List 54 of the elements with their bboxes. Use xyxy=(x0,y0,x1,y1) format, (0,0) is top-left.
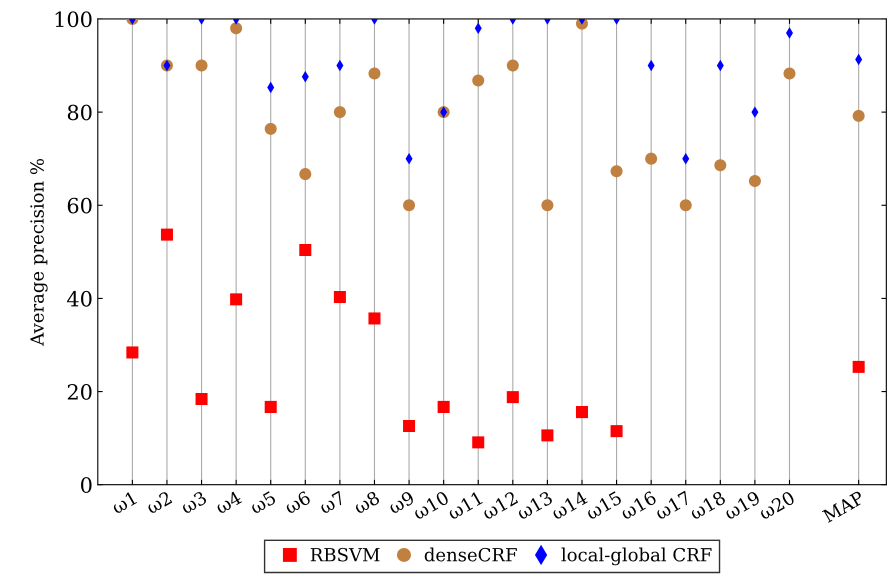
y-tick-label: 0 xyxy=(81,477,92,493)
point xyxy=(852,360,865,373)
point xyxy=(264,122,277,135)
point xyxy=(334,291,346,304)
legend-label: local-global CRF xyxy=(561,548,712,566)
point xyxy=(196,393,208,406)
point xyxy=(748,175,761,188)
x-tick-label: ω1 xyxy=(110,491,138,514)
point xyxy=(299,168,312,180)
x-tick-label: ω8 xyxy=(352,490,380,514)
point xyxy=(506,391,519,404)
point xyxy=(230,293,242,306)
point xyxy=(680,199,692,212)
point xyxy=(645,152,658,165)
point xyxy=(368,312,380,324)
point xyxy=(160,228,173,241)
x-tick-label: ω20 xyxy=(758,490,796,520)
point xyxy=(610,165,623,178)
point xyxy=(403,199,416,212)
y-tick-label: 60 xyxy=(68,198,92,214)
point xyxy=(852,110,865,122)
point xyxy=(472,436,484,448)
y-tick-label: 40 xyxy=(67,290,92,307)
point xyxy=(783,67,796,80)
point xyxy=(438,400,450,413)
y-tick-label: 20 xyxy=(68,384,92,400)
point xyxy=(368,67,380,80)
x-tick-label: ω4 xyxy=(214,490,242,514)
x-tick-label: ω3 xyxy=(180,490,208,514)
point xyxy=(610,425,623,438)
y-axis-title: Average precision % xyxy=(30,158,48,346)
point xyxy=(714,159,726,172)
x-tick-label: ω12 xyxy=(481,490,518,520)
point xyxy=(334,106,346,118)
point xyxy=(264,400,277,413)
point xyxy=(230,22,242,34)
x-tick-label: ω18 xyxy=(688,490,726,520)
point xyxy=(403,420,416,432)
point xyxy=(126,346,138,358)
point xyxy=(541,429,554,442)
y-tick-label: 100 xyxy=(56,11,92,28)
x-tick-label: ω6 xyxy=(283,490,312,514)
x-tick-label: ω2 xyxy=(145,490,172,514)
point xyxy=(299,244,312,256)
point xyxy=(196,60,208,72)
y-tick-label: 80 xyxy=(68,104,92,120)
point xyxy=(472,74,484,86)
point xyxy=(576,406,588,418)
x-tick-label: ω7 xyxy=(318,490,346,514)
x-tick-label: ω5 xyxy=(248,490,276,514)
point xyxy=(541,199,554,212)
legend-label: denseCRF xyxy=(424,548,517,562)
point xyxy=(506,60,519,72)
legend-label: RBSVM xyxy=(310,548,380,562)
